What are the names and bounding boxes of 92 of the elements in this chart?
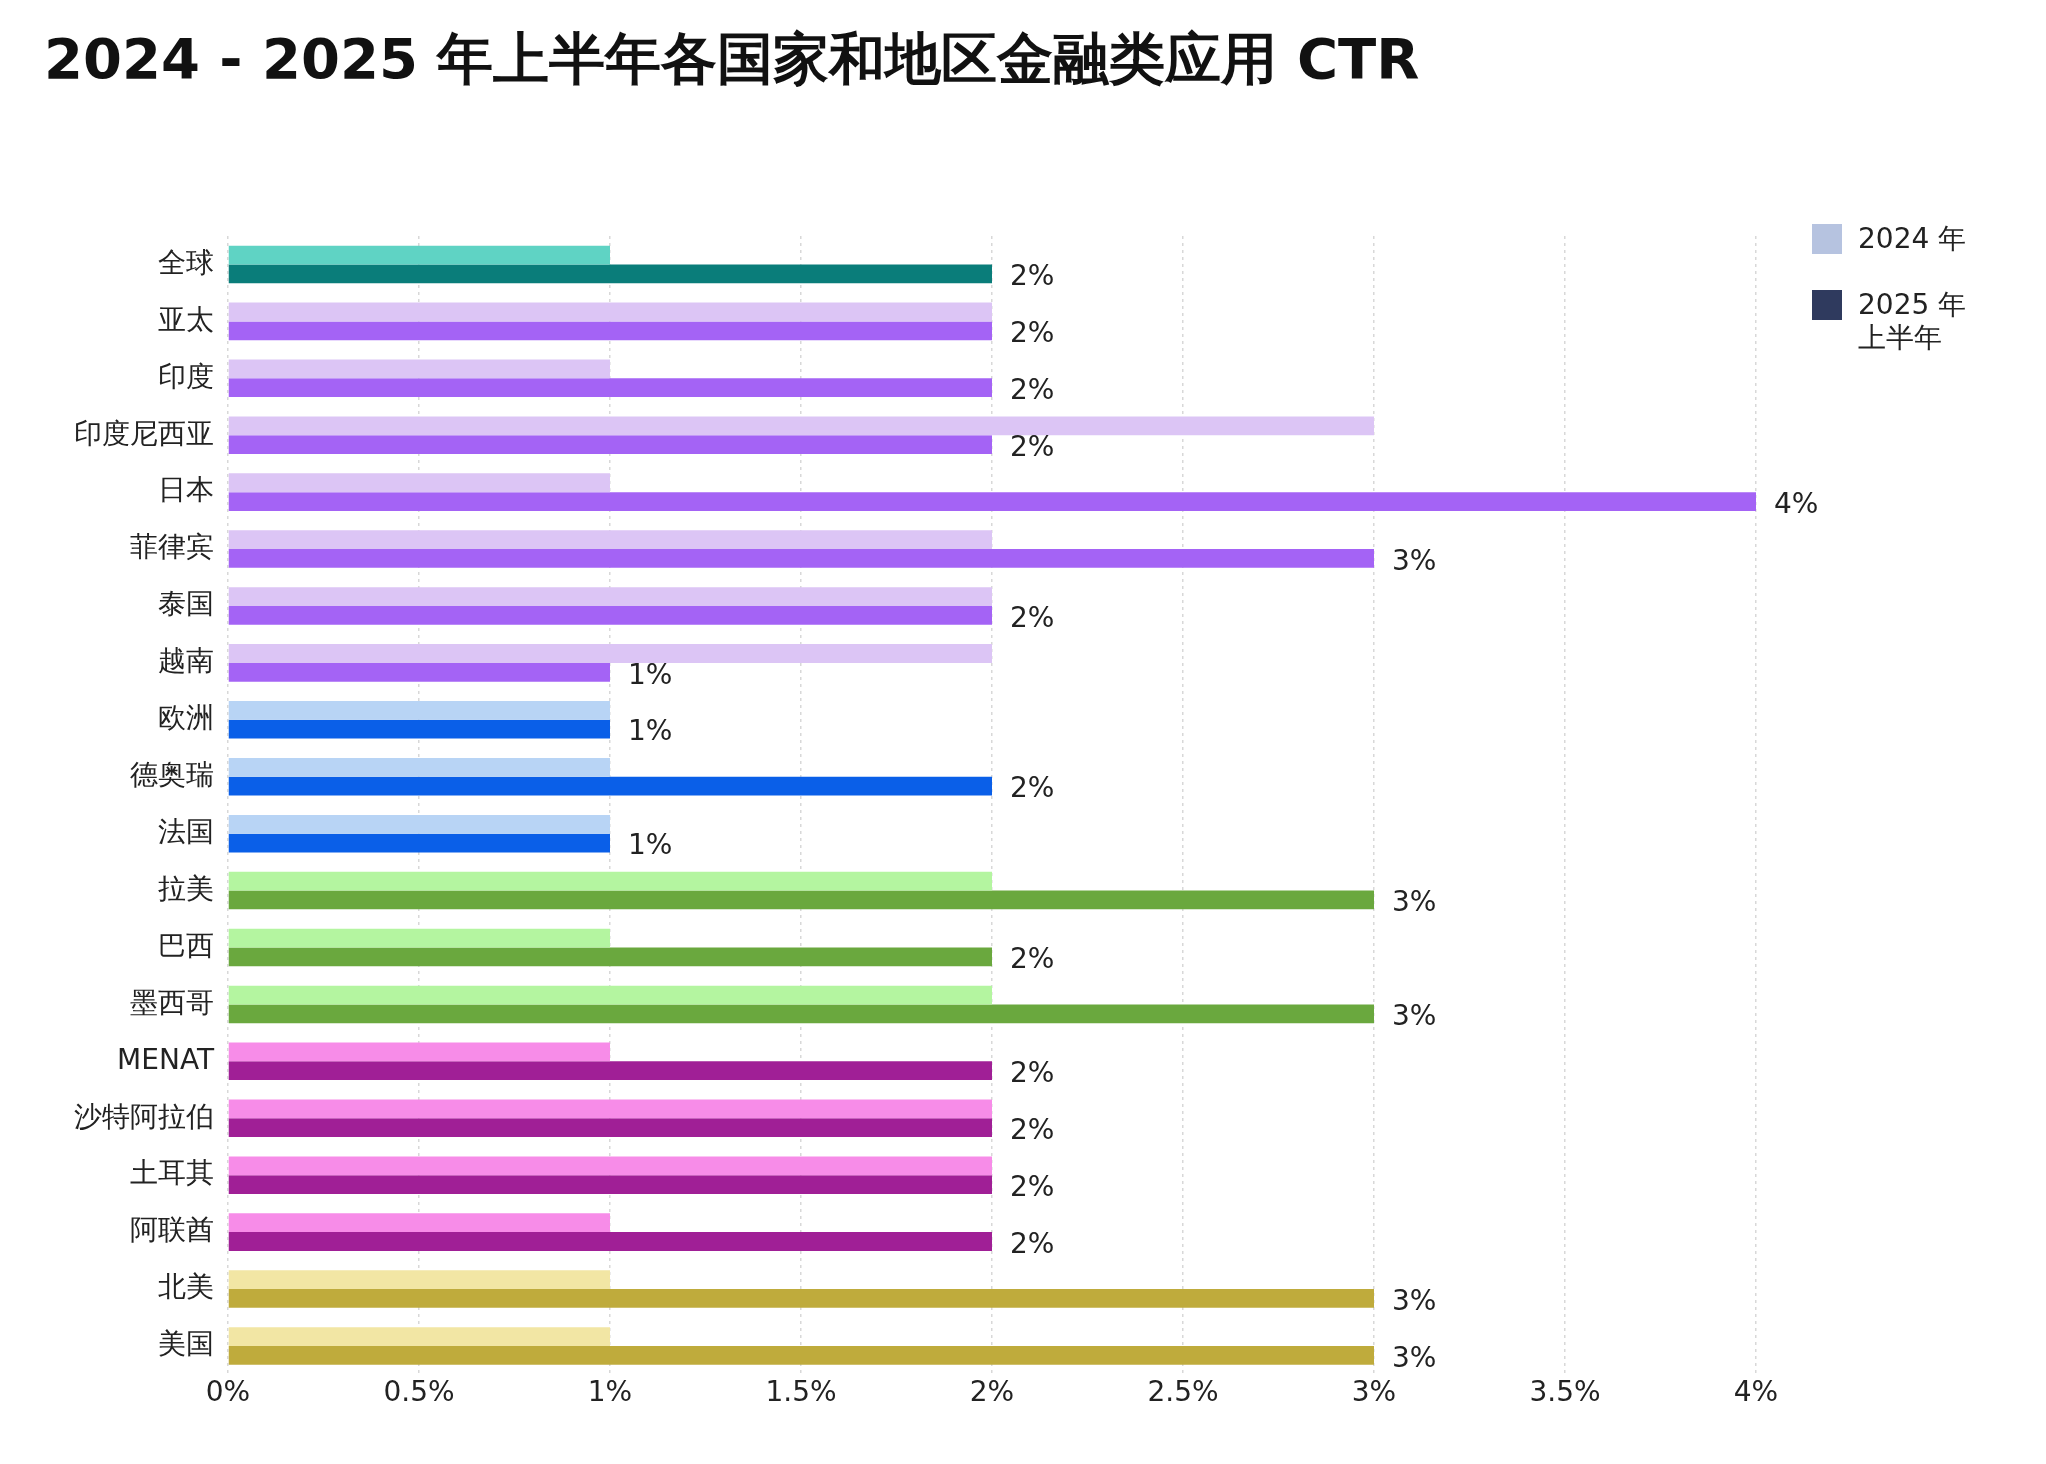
y-tick-label: MENAT <box>117 1042 215 1076</box>
y-tick-label: 德奥瑞 <box>130 758 214 792</box>
x-tick-label: 0.5% <box>383 1375 455 1409</box>
bar <box>228 1345 1374 1365</box>
bar <box>228 719 610 739</box>
data-label: 1% <box>628 714 673 748</box>
bar <box>228 302 992 322</box>
bar <box>228 833 610 853</box>
bar <box>228 814 610 834</box>
bar <box>228 701 610 720</box>
data-label: 2% <box>1010 316 1055 350</box>
bar <box>228 264 992 284</box>
data-label: 2% <box>1010 942 1055 976</box>
x-tick-label: 3% <box>1351 1375 1397 1409</box>
y-tick-label: 法国 <box>158 814 214 848</box>
data-label: 3% <box>1392 1283 1437 1317</box>
data-label: 1% <box>628 828 673 862</box>
x-tick-label: 1.5% <box>765 1375 837 1409</box>
bar <box>228 1118 992 1138</box>
data-label: 2% <box>1010 372 1055 406</box>
y-tick-label: 日本 <box>158 473 214 507</box>
x-tick-label: 4% <box>1733 1375 1779 1409</box>
bar <box>228 1270 610 1290</box>
x-tick-label: 3.5% <box>1529 1375 1601 1409</box>
bar <box>228 947 992 967</box>
text: 2025 年上半年 <box>1858 287 1968 355</box>
bar <box>228 321 992 341</box>
x-tick-label: 0% <box>205 1375 251 1409</box>
y-tick-label: 阿联酋 <box>130 1213 214 1247</box>
data-label: 2% <box>1010 1226 1055 1260</box>
data-label: 4% <box>1774 486 1819 520</box>
y-tick-label: 亚太 <box>158 302 214 336</box>
y-tick-label: 巴西 <box>158 928 214 962</box>
x-tick-label: 1% <box>587 1375 633 1409</box>
bar <box>228 1232 992 1251</box>
bar <box>228 1004 1374 1024</box>
bar <box>228 1042 610 1062</box>
data-label: 1% <box>628 657 673 691</box>
bar <box>228 416 1374 436</box>
bar <box>228 928 610 948</box>
data-label: 2% <box>1010 1056 1055 1090</box>
data-label: 2% <box>1010 600 1055 634</box>
bar <box>228 1289 1374 1308</box>
bar <box>228 378 992 398</box>
y-tick-label: 土耳其 <box>130 1156 214 1190</box>
data-label: 2% <box>1010 771 1055 805</box>
bar <box>228 1156 992 1176</box>
bar <box>228 776 992 796</box>
bar <box>228 1061 992 1081</box>
bar <box>228 890 1374 910</box>
bar <box>228 435 992 454</box>
text: 2024 年 <box>1858 222 1968 256</box>
bar <box>228 871 992 891</box>
bar <box>228 605 992 625</box>
y-tick-label: 墨西哥 <box>130 985 214 1019</box>
data-label: 3% <box>1392 885 1437 919</box>
data-label: 3% <box>1392 543 1437 577</box>
data-label: 2% <box>1010 259 1055 293</box>
y-tick-label: 欧洲 <box>158 701 214 735</box>
bar <box>228 359 610 379</box>
y-tick-label: 沙特阿拉伯 <box>74 1099 214 1133</box>
y-tick-label: 菲律宾 <box>130 530 214 564</box>
bar <box>228 549 1374 568</box>
bar <box>228 1327 610 1346</box>
y-tick-label: 印度 <box>158 359 214 393</box>
chart-title: 2024 - 2025 年上半年各国家和地区金融类应用 CTR <box>44 25 1420 93</box>
y-tick-label: 拉美 <box>158 871 214 905</box>
bar <box>228 985 992 1005</box>
bar <box>228 492 1756 511</box>
bar <box>228 644 992 663</box>
data-label: 2% <box>1010 1112 1055 1146</box>
bar <box>228 1099 992 1119</box>
y-tick-label: 泰国 <box>158 587 214 621</box>
y-tick-label: 美国 <box>158 1327 214 1361</box>
bar <box>228 587 992 606</box>
bar <box>228 1213 610 1233</box>
y-tick-label: 全球 <box>158 245 214 279</box>
x-tick-label: 2% <box>969 1375 1015 1409</box>
bar <box>228 473 610 493</box>
bar <box>228 530 992 550</box>
data-label: 3% <box>1392 1340 1437 1374</box>
y-tick-label: 北美 <box>158 1270 214 1304</box>
x-tick-label: 2.5% <box>1147 1375 1219 1409</box>
bar <box>228 1175 992 1194</box>
data-label: 3% <box>1392 999 1437 1033</box>
bar <box>228 245 610 265</box>
bar <box>228 662 610 682</box>
data-label: 2% <box>1010 1169 1055 1203</box>
data-label: 2% <box>1010 429 1055 463</box>
y-tick-label: 印度尼西亚 <box>74 416 214 450</box>
bar <box>228 757 610 777</box>
y-tick-label: 越南 <box>158 644 214 678</box>
